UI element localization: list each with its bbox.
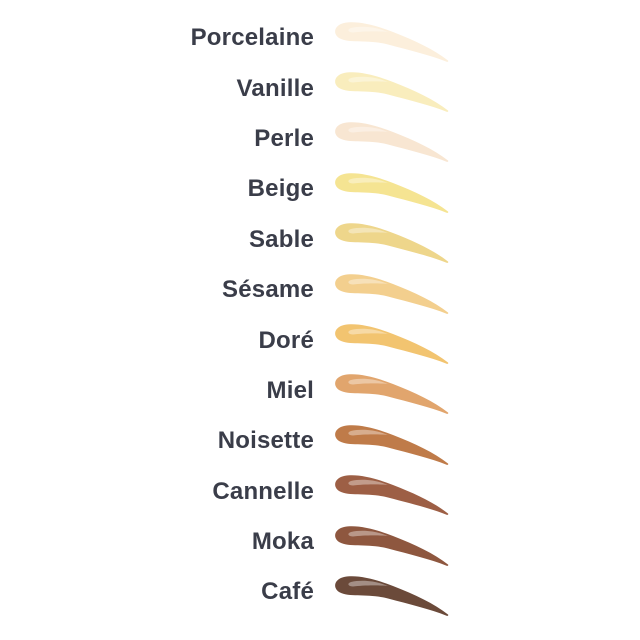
- brush-stroke-swatch-icon: [335, 576, 449, 616]
- shade-row: Perle: [0, 114, 640, 164]
- shade-row: Café: [0, 567, 640, 617]
- shade-label: Vanille: [236, 74, 314, 102]
- shade-swatch: [330, 271, 452, 317]
- brush-stroke-swatch-icon: [335, 425, 449, 465]
- shade-swatch: [330, 523, 452, 569]
- shade-swatch: [330, 371, 452, 417]
- shade-label: Moka: [251, 528, 314, 556]
- shade-row: Porcelaine: [0, 13, 640, 63]
- shade-label: Perle: [254, 124, 314, 152]
- shade-row: Beige: [0, 164, 640, 214]
- shade-swatch: [330, 69, 452, 115]
- shade-label: Sable: [248, 225, 314, 253]
- brush-stroke-swatch-icon: [335, 324, 449, 364]
- shade-swatch: [330, 472, 452, 518]
- shade-row: Doré: [0, 315, 640, 365]
- shade-row: Noisette: [0, 416, 640, 466]
- shade-label: Sésame: [222, 276, 314, 304]
- shade-label: Doré: [258, 326, 314, 354]
- brush-stroke-swatch-icon: [335, 173, 449, 213]
- shade-label: Noisette: [217, 427, 314, 455]
- brush-stroke-swatch-icon: [335, 525, 449, 566]
- shade-row: Moka: [0, 517, 640, 567]
- brush-stroke-swatch-icon: [335, 374, 449, 415]
- shade-swatch: [330, 422, 452, 468]
- shade-label: Café: [261, 578, 314, 606]
- shade-row: Sésame: [0, 265, 640, 315]
- shade-swatch: [330, 119, 452, 165]
- brush-stroke-swatch-icon: [335, 22, 449, 62]
- brush-stroke-swatch-icon: [335, 223, 449, 264]
- shade-row: Cannelle: [0, 467, 640, 517]
- shade-label: Cannelle: [212, 477, 314, 505]
- shade-swatch: [330, 573, 452, 619]
- shade-label: Porcelaine: [190, 24, 314, 52]
- shade-swatch: [330, 19, 452, 65]
- shade-label: Miel: [266, 376, 314, 404]
- shade-row: Sable: [0, 215, 640, 265]
- brush-stroke-swatch-icon: [335, 72, 449, 112]
- brush-stroke-swatch-icon: [335, 475, 449, 516]
- shade-row: Miel: [0, 366, 640, 416]
- brush-stroke-swatch-icon: [335, 122, 449, 163]
- shade-swatch: [330, 220, 452, 266]
- shade-swatch: [330, 170, 452, 216]
- shade-swatch: [330, 321, 452, 367]
- brush-stroke-swatch-icon: [335, 273, 449, 314]
- shade-label: Beige: [247, 175, 314, 203]
- shade-row: Vanille: [0, 63, 640, 113]
